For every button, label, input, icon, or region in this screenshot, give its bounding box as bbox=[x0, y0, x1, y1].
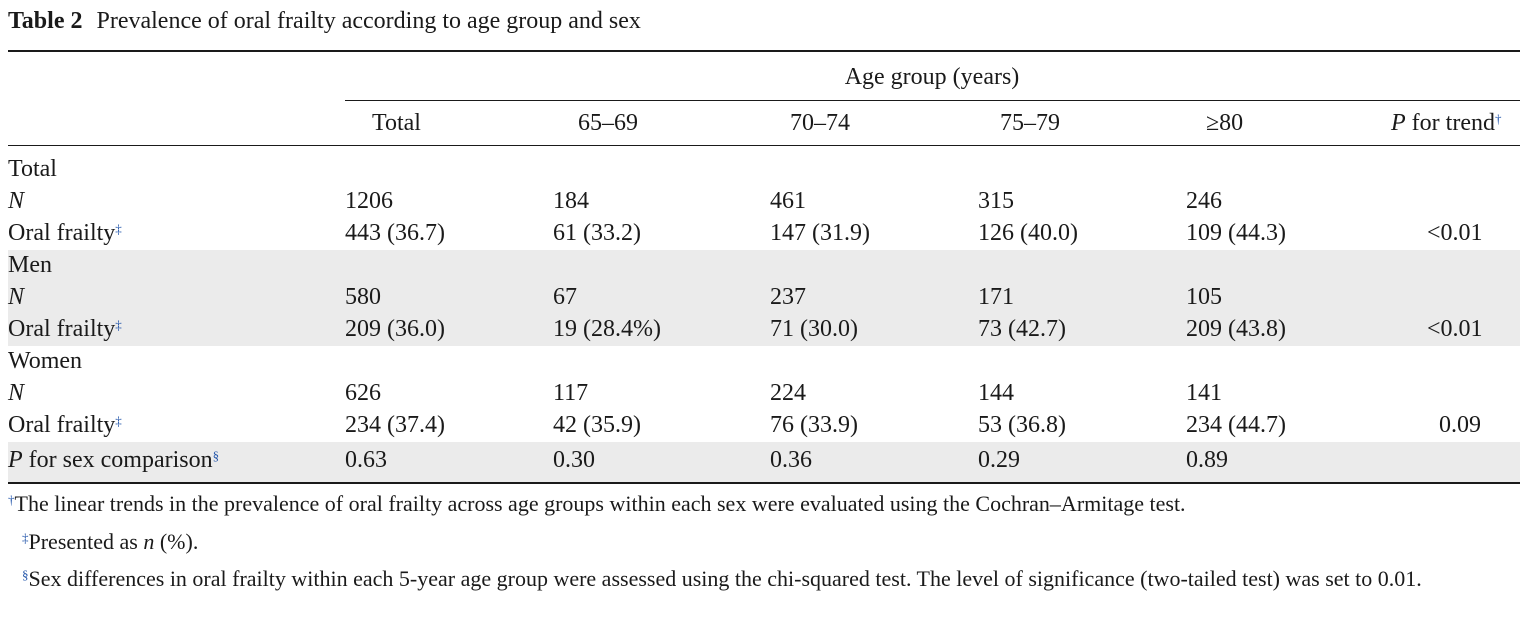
table-cell: 73 (42.7) bbox=[978, 316, 1066, 342]
table-label: Table 2 bbox=[8, 8, 83, 34]
table-cell: 237 bbox=[770, 284, 806, 310]
sex-comparison-shade bbox=[8, 442, 1520, 482]
row-n-label: N bbox=[8, 380, 25, 406]
col-header-65-69: 65–69 bbox=[578, 110, 638, 136]
table-cell: 461 bbox=[770, 188, 806, 214]
table-cell-trend: <0.01 bbox=[1427, 220, 1483, 246]
table-cell: 315 bbox=[978, 188, 1014, 214]
table-cell: 443 (36.7) bbox=[345, 220, 445, 246]
header-rule bbox=[8, 145, 1520, 146]
table-cell: 234 (44.7) bbox=[1186, 412, 1286, 438]
table-cell: 109 (44.3) bbox=[1186, 220, 1286, 246]
footnote-section: §Sex differences in oral frailty within … bbox=[22, 566, 1422, 591]
row-oral-frailty-label: Oral frailty‡ bbox=[8, 220, 122, 246]
table-cell: 246 bbox=[1186, 188, 1222, 214]
col-header-80-plus: ≥80 bbox=[1206, 110, 1244, 136]
men-section-shade bbox=[8, 250, 1520, 346]
table-cell: 0.29 bbox=[978, 447, 1020, 473]
table-cell: 234 (37.4) bbox=[345, 412, 445, 438]
table-cell: 209 (43.8) bbox=[1186, 316, 1286, 342]
col-header-total: Total bbox=[372, 110, 421, 136]
footnote-double-dagger: ‡Presented as n (%). bbox=[22, 529, 199, 554]
row-oral-frailty-label: Oral frailty‡ bbox=[8, 316, 122, 342]
section-women: Women bbox=[8, 348, 83, 374]
table-cell: 1206 bbox=[345, 188, 393, 214]
table-cell: 61 (33.2) bbox=[553, 220, 641, 246]
table-cell: 42 (35.9) bbox=[553, 412, 641, 438]
top-rule bbox=[8, 50, 1520, 52]
row-oral-frailty-label: Oral frailty‡ bbox=[8, 412, 122, 438]
age-group-rule bbox=[345, 100, 1520, 101]
table-cell: 19 (28.4%) bbox=[553, 316, 661, 342]
table-cell: 67 bbox=[553, 284, 577, 310]
col-header-70-74: 70–74 bbox=[790, 110, 850, 136]
table-cell-trend: 0.09 bbox=[1439, 412, 1481, 438]
p-italic: P bbox=[1391, 110, 1406, 136]
row-n-label: N bbox=[8, 188, 25, 214]
table-cell: 0.30 bbox=[553, 447, 595, 473]
table-cell: 53 (36.8) bbox=[978, 412, 1066, 438]
table-cell: 626 bbox=[345, 380, 381, 406]
table-cell: 144 bbox=[978, 380, 1014, 406]
age-group-header: Age group (years) bbox=[844, 64, 1020, 90]
row-n-label: N bbox=[8, 284, 25, 310]
table-cell: 71 (30.0) bbox=[770, 316, 858, 342]
col-header-p-trend: P for trend† bbox=[1391, 108, 1501, 138]
section-men: Men bbox=[8, 252, 52, 278]
table-cell: 147 (31.9) bbox=[770, 220, 870, 246]
p-trend-text: for trend bbox=[1411, 110, 1495, 136]
table-cell: 184 bbox=[553, 188, 589, 214]
table-cell: 141 bbox=[1186, 380, 1222, 406]
table-cell: 117 bbox=[553, 380, 589, 406]
table-cell: 224 bbox=[770, 380, 806, 406]
table-cell: 126 (40.0) bbox=[978, 220, 1078, 246]
table-cell: 171 bbox=[978, 284, 1014, 310]
bottom-rule bbox=[8, 482, 1520, 484]
table-title: Prevalence of oral frailty according to … bbox=[96, 8, 641, 34]
dagger-mark: † bbox=[1494, 111, 1502, 126]
footnote-dagger: †The linear trends in the prevalence of … bbox=[8, 491, 1186, 516]
table-caption: Table 2 Prevalence of oral frailty accord… bbox=[8, 6, 641, 36]
table-cell: 76 (33.9) bbox=[770, 412, 858, 438]
row-sex-comparison-label: P for sex comparison§ bbox=[8, 447, 220, 473]
table-cell: 0.63 bbox=[345, 447, 387, 473]
col-header-75-79: 75–79 bbox=[1000, 110, 1060, 136]
table-cell-trend: <0.01 bbox=[1427, 316, 1483, 342]
table-cell: 0.36 bbox=[770, 447, 812, 473]
table-cell: 0.89 bbox=[1186, 447, 1228, 473]
table-cell: 580 bbox=[345, 284, 381, 310]
table-cell: 105 bbox=[1186, 284, 1222, 310]
section-total: Total bbox=[8, 156, 57, 182]
table-cell: 209 (36.0) bbox=[345, 316, 445, 342]
